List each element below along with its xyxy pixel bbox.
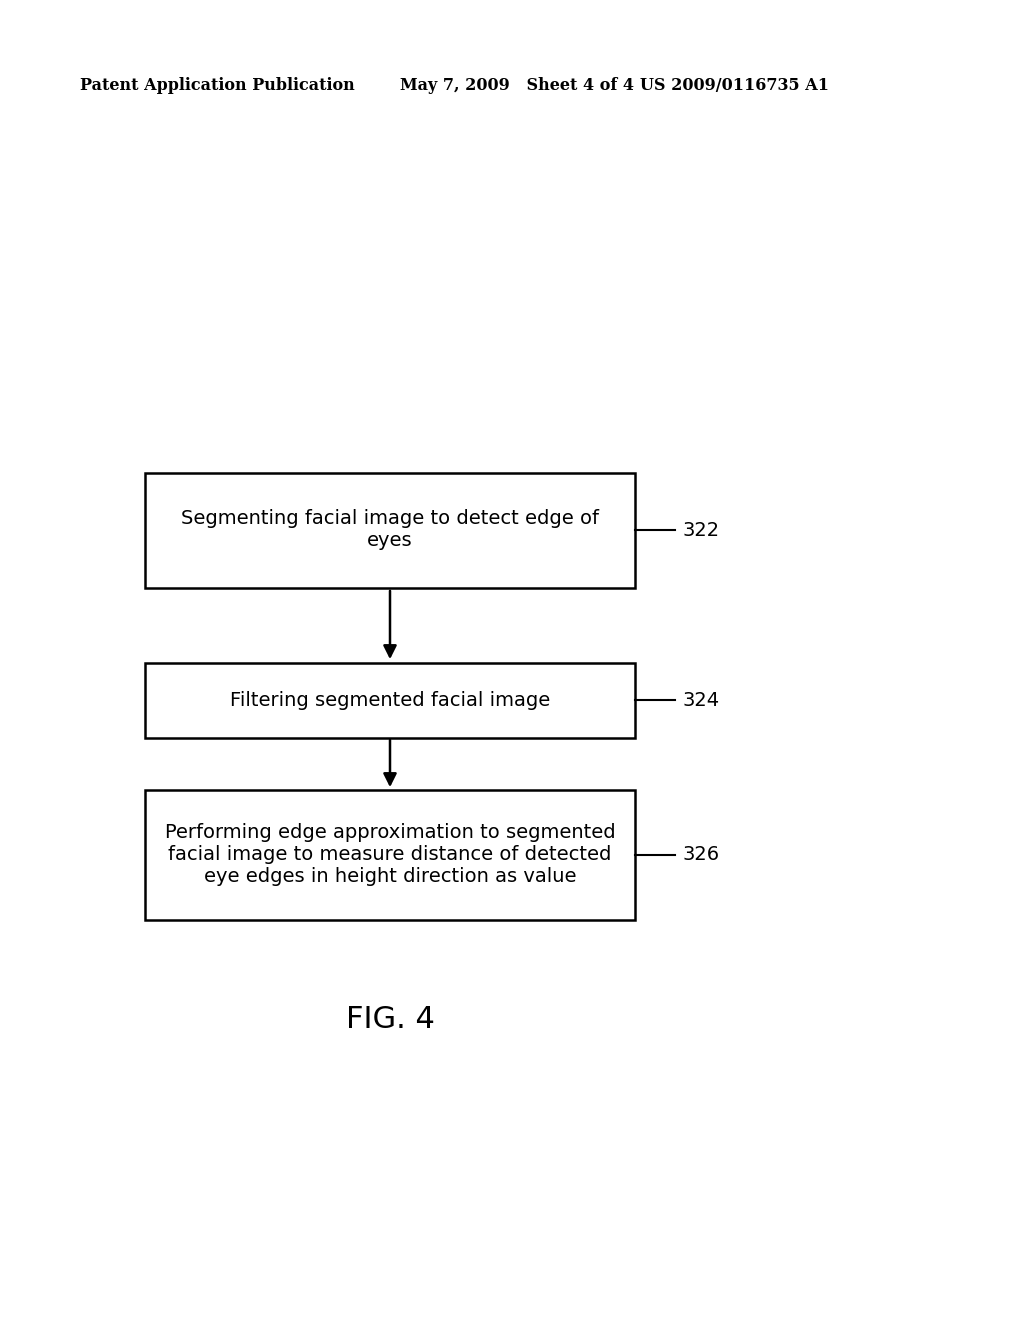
Bar <box>145 473 635 587</box>
Text: 326: 326 <box>683 846 720 865</box>
Text: 322: 322 <box>683 520 720 540</box>
Text: Segmenting facial image to detect edge of
eyes: Segmenting facial image to detect edge o… <box>181 510 599 550</box>
Text: Performing edge approximation to segmented
facial image to measure distance of d: Performing edge approximation to segment… <box>165 824 615 887</box>
Text: May 7, 2009   Sheet 4 of 4: May 7, 2009 Sheet 4 of 4 <box>400 77 634 94</box>
Text: FIG. 4: FIG. 4 <box>345 1006 434 1035</box>
Text: 324: 324 <box>683 690 720 710</box>
Bar <box>145 789 635 920</box>
Text: Filtering segmented facial image: Filtering segmented facial image <box>229 690 550 710</box>
Text: Patent Application Publication: Patent Application Publication <box>80 77 354 94</box>
Text: US 2009/0116735 A1: US 2009/0116735 A1 <box>640 77 829 94</box>
Bar <box>145 663 635 738</box>
